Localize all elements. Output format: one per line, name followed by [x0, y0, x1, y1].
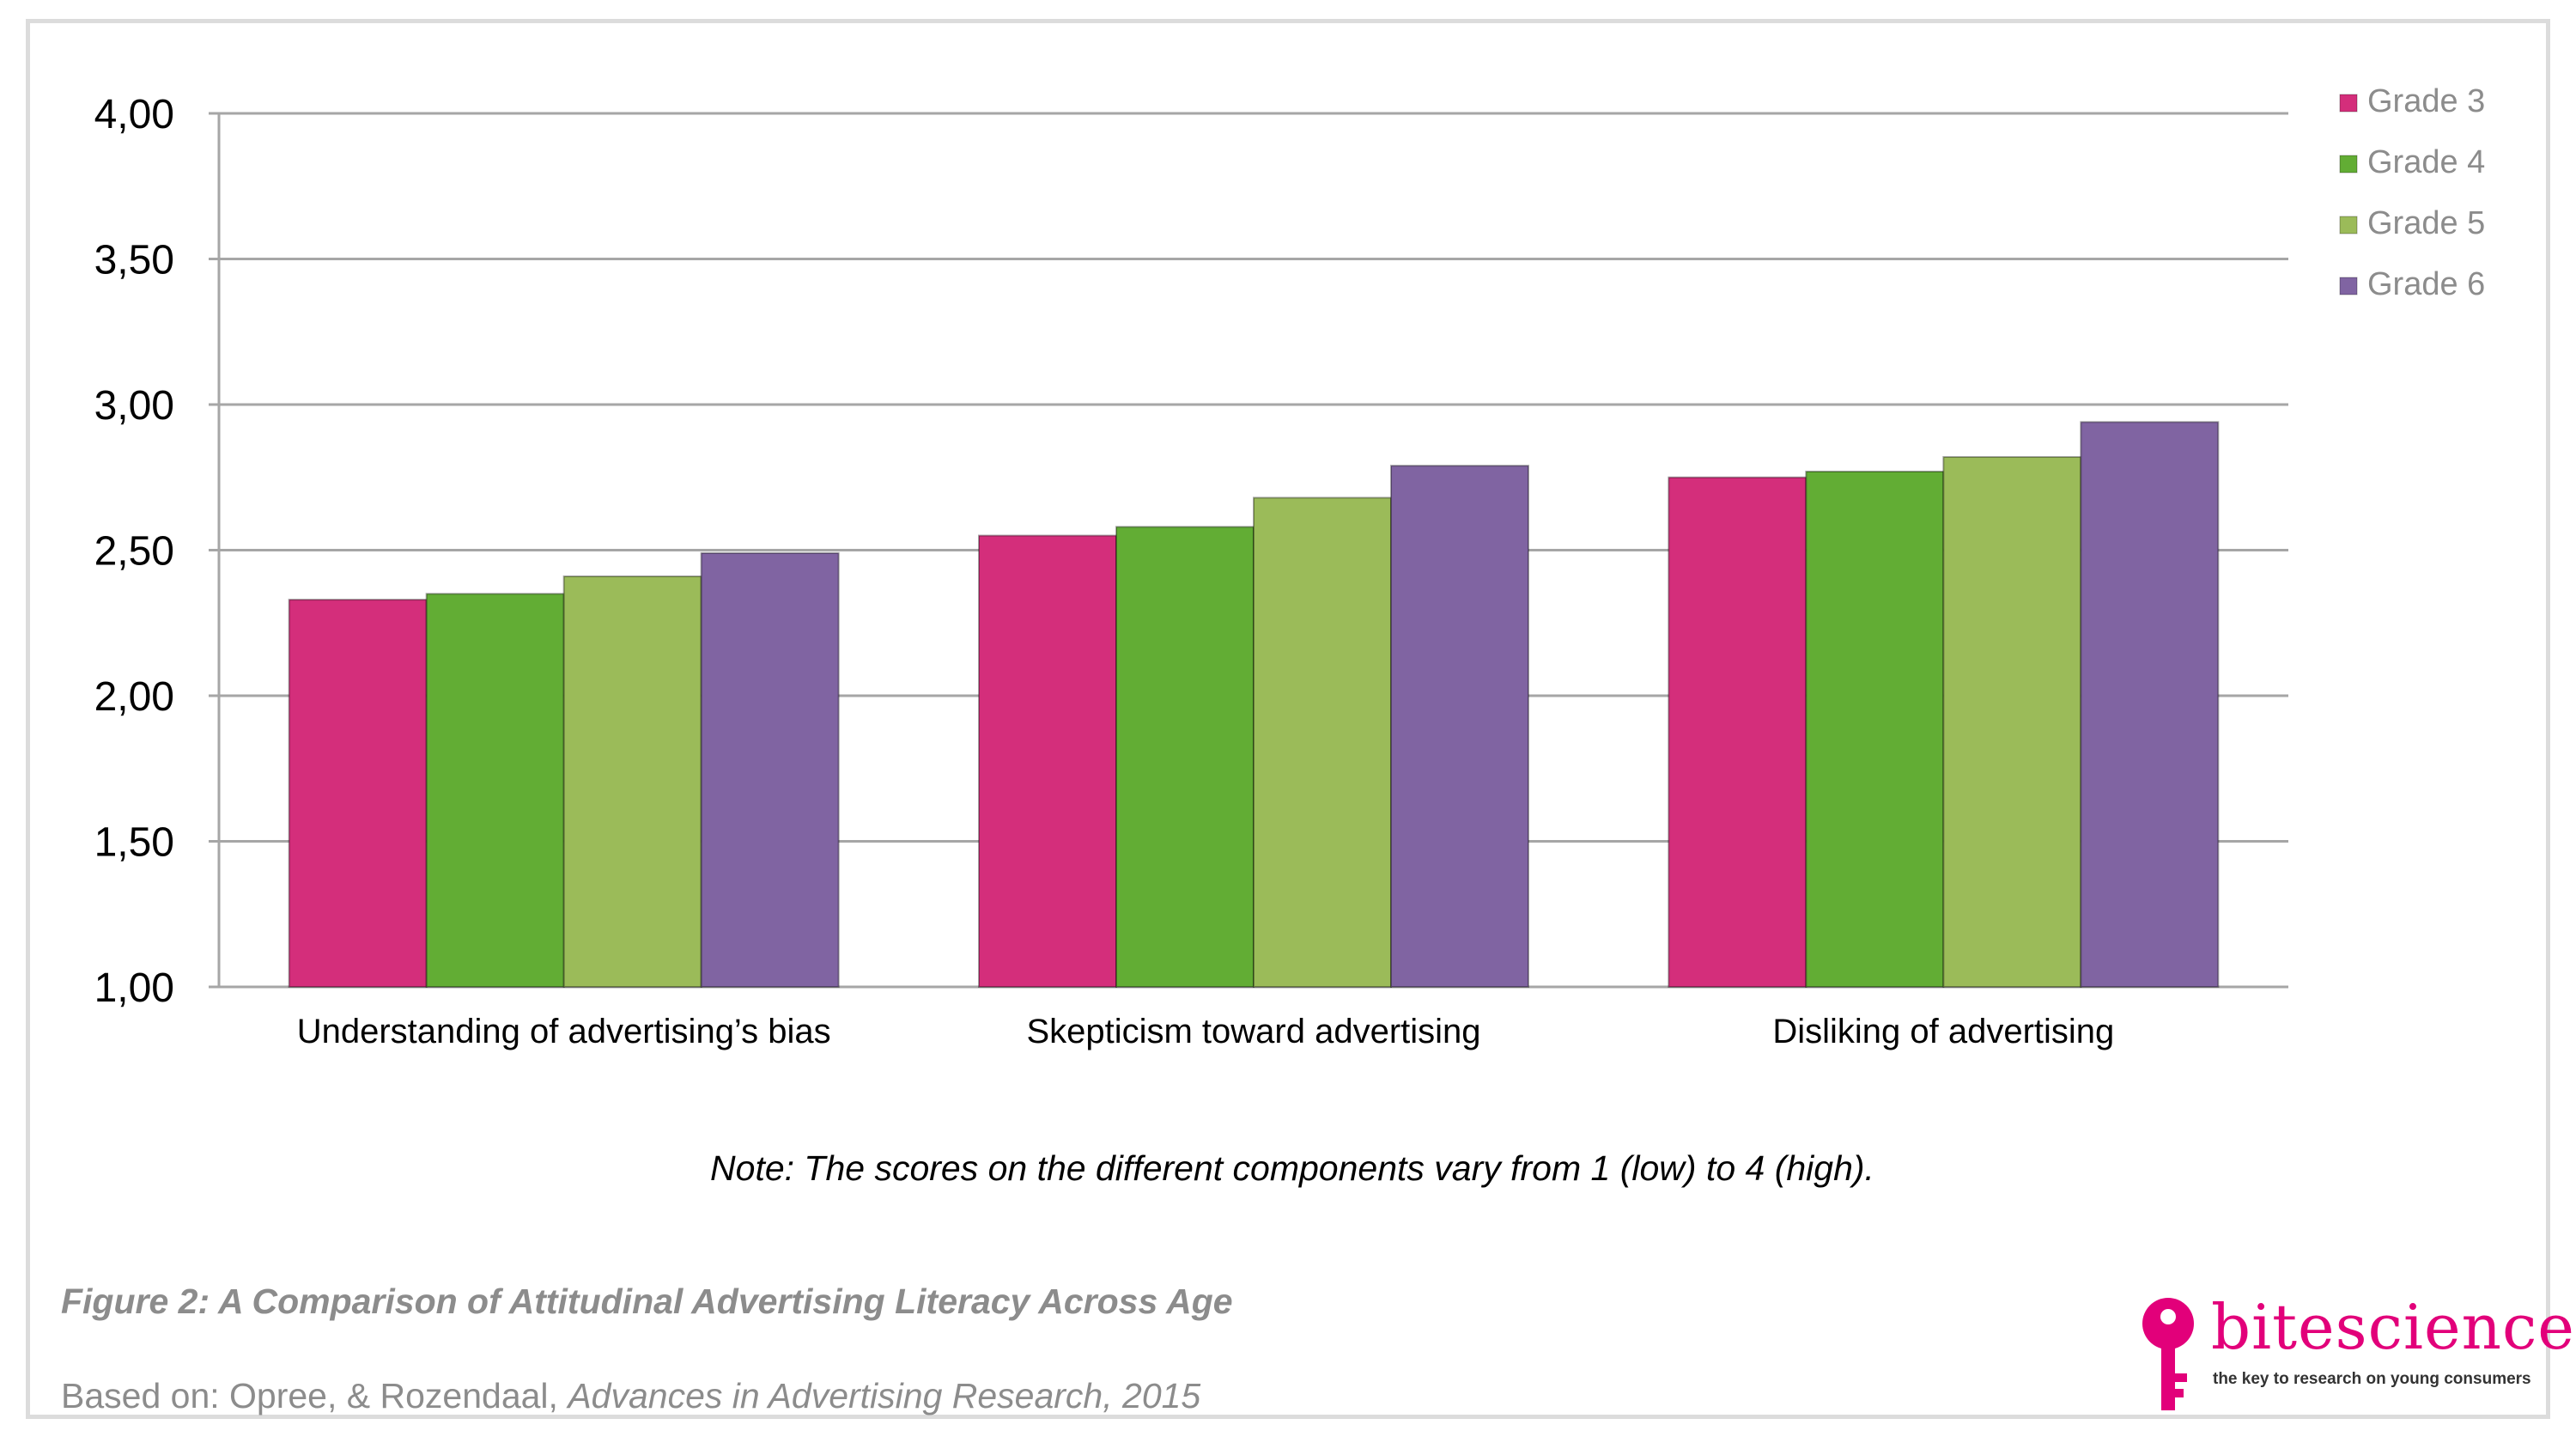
y-tick-label: 2,00	[94, 674, 174, 720]
y-tick-label: 1,00	[94, 965, 174, 1011]
bar-grade-5	[562, 575, 702, 988]
bitescience-logo: bitescience the key to research on young…	[2134, 1291, 2574, 1415]
legend-swatch	[2339, 277, 2358, 295]
legend-swatch	[2339, 94, 2358, 113]
source-journal: Advances in Advertising Research, 2015	[568, 1376, 1201, 1416]
key-icon	[2142, 1298, 2194, 1410]
legend-label: Grade 3	[2367, 83, 2485, 119]
bar-grade-4	[1115, 526, 1255, 988]
logo-word-bite: bite	[2211, 1291, 2336, 1363]
y-tick-label: 4,00	[94, 92, 174, 137]
legend-swatch	[2339, 155, 2358, 174]
chart-note: Note: The scores on the different compon…	[710, 1148, 1874, 1188]
x-category-label: Disliking of advertising	[1772, 1013, 2114, 1050]
y-tick-label: 2,50	[94, 529, 174, 575]
bar-grade-6	[1390, 465, 1529, 988]
source-citation: Based on: Opree, & Rozendaal, Advances i…	[61, 1376, 1200, 1416]
logo-tagline: the key to research on young consumers	[2213, 1370, 2531, 1388]
bar-grade-6	[700, 551, 840, 988]
logo-word-science: science	[2335, 1291, 2575, 1363]
legend-label: Grade 4	[2367, 144, 2485, 180]
bar-grade-5	[1253, 496, 1392, 988]
bar-grade-4	[425, 593, 565, 988]
legend-label: Grade 6	[2367, 266, 2485, 302]
source-authors: Based on: Opree, & Rozendaal,	[61, 1376, 568, 1416]
bar-grade-3	[288, 599, 428, 988]
bar-grade-6	[2080, 421, 2220, 988]
figure-frame: 1,00 1,50 2,00 2,50 3,00 3,50 4,00 Understandin…	[26, 19, 2574, 1419]
legend-swatch	[2339, 216, 2358, 234]
bar-grade-3	[1668, 476, 1807, 988]
figure-title: Figure 2: A Comparison of Attitudinal Ad…	[61, 1282, 1233, 1321]
bar-grade-5	[1942, 456, 2082, 988]
y-tick-label: 3,00	[94, 383, 174, 429]
bar-grade-3	[978, 534, 1117, 988]
y-tick-label: 3,50	[94, 238, 174, 283]
x-category-label: Understanding of advertising’s bias	[297, 1013, 831, 1050]
x-category-label: Skepticism toward advertising	[1026, 1013, 1480, 1050]
bar-chart: 1,00 1,50 2,00 2,50 3,00 3,50 4,00 Understandin…	[94, 83, 2486, 1050]
logo-wordmark: bitescience	[2211, 1291, 2575, 1363]
y-tick-label: 1,50	[94, 820, 174, 866]
legend-label: Grade 5	[2367, 205, 2485, 241]
bar-grade-4	[1805, 470, 1945, 988]
